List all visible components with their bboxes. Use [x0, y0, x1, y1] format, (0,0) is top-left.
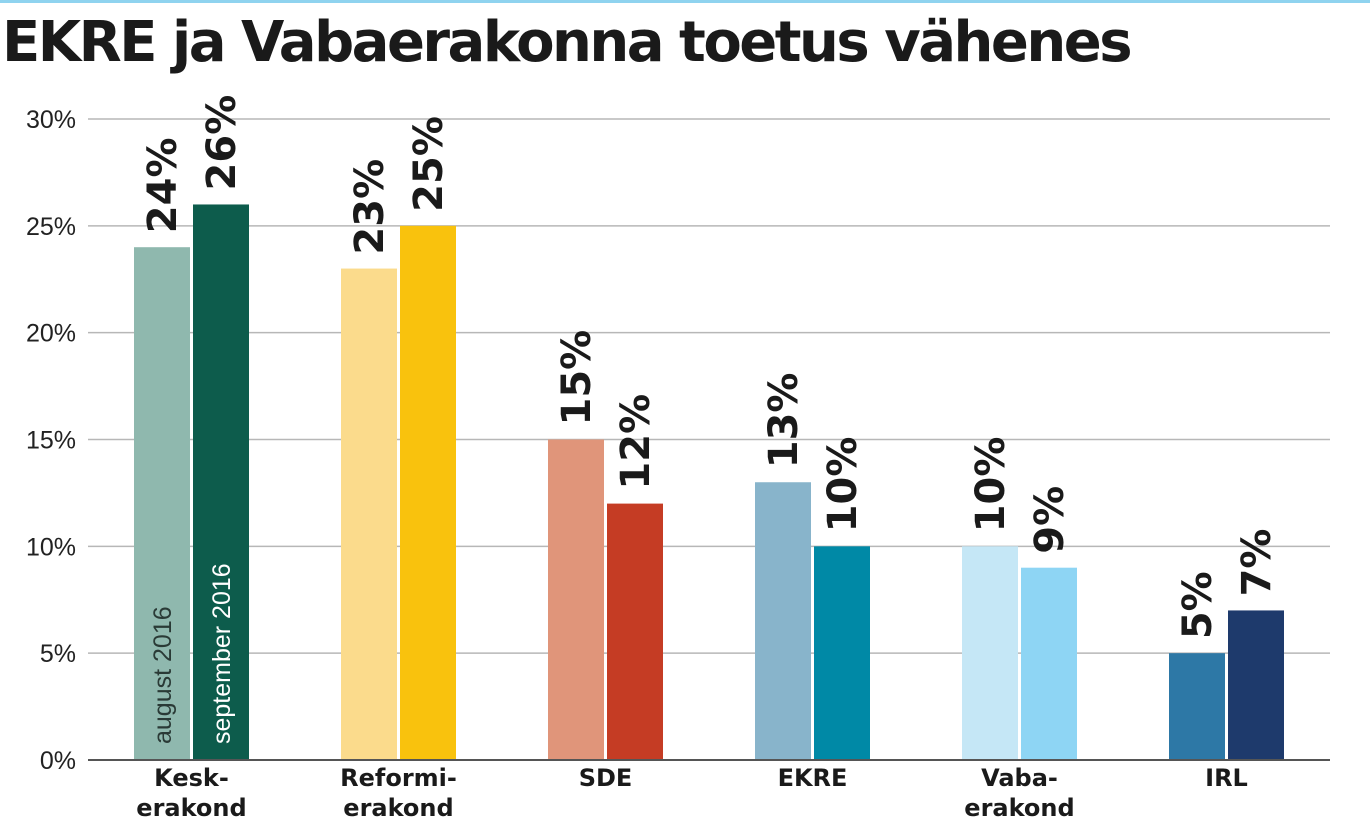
y-tick-label: 20% — [26, 320, 76, 348]
category-label: Kesk- — [154, 764, 229, 792]
y-tick-label: 15% — [26, 427, 76, 455]
category-label: erakond — [343, 794, 453, 820]
bar-value-label: 9% — [1027, 486, 1073, 554]
category-label: erakond — [964, 794, 1074, 820]
bar — [134, 247, 190, 760]
bar-value-label: 26% — [199, 95, 245, 191]
y-tick-label: 25% — [26, 213, 76, 241]
bar — [814, 546, 870, 760]
bar — [755, 482, 811, 760]
category-label: Reformi- — [340, 764, 457, 792]
bar-value-label: 24% — [140, 137, 186, 233]
bar-value-label: 15% — [554, 330, 600, 426]
bar — [193, 204, 249, 760]
bar-value-label: 23% — [347, 159, 393, 255]
series-name-label: august 2016 — [149, 606, 177, 744]
bar-value-label: 7% — [1234, 529, 1280, 597]
bar-value-label: 10% — [968, 437, 1014, 533]
bar-value-label: 12% — [613, 394, 659, 490]
series-name-label: september 2016 — [208, 563, 236, 744]
y-tick-label: 10% — [26, 533, 76, 561]
y-tick-label: 30% — [26, 106, 76, 134]
bar — [548, 439, 604, 760]
bar — [400, 225, 456, 761]
category-label: erakond — [136, 794, 246, 820]
bar-value-label: 13% — [761, 372, 807, 468]
category-label: SDE — [579, 764, 633, 792]
bar — [341, 268, 397, 760]
top-rule — [0, 0, 1370, 3]
bar-value-label: 25% — [406, 116, 452, 212]
y-tick-label: 0% — [40, 747, 76, 775]
chart-title: EKRE ja Vabaerakonna toetus vähenes — [2, 10, 1133, 75]
bar — [1021, 567, 1077, 760]
bar — [1228, 610, 1284, 760]
category-label: Vaba- — [981, 764, 1058, 792]
category-label: IRL — [1205, 764, 1248, 792]
category-label: EKRE — [778, 764, 848, 792]
bar — [962, 546, 1018, 760]
bar — [607, 503, 663, 760]
bar — [1169, 653, 1225, 760]
bar-value-label: 5% — [1175, 571, 1221, 639]
bar-value-label: 10% — [820, 437, 866, 533]
y-tick-label: 5% — [40, 640, 76, 668]
